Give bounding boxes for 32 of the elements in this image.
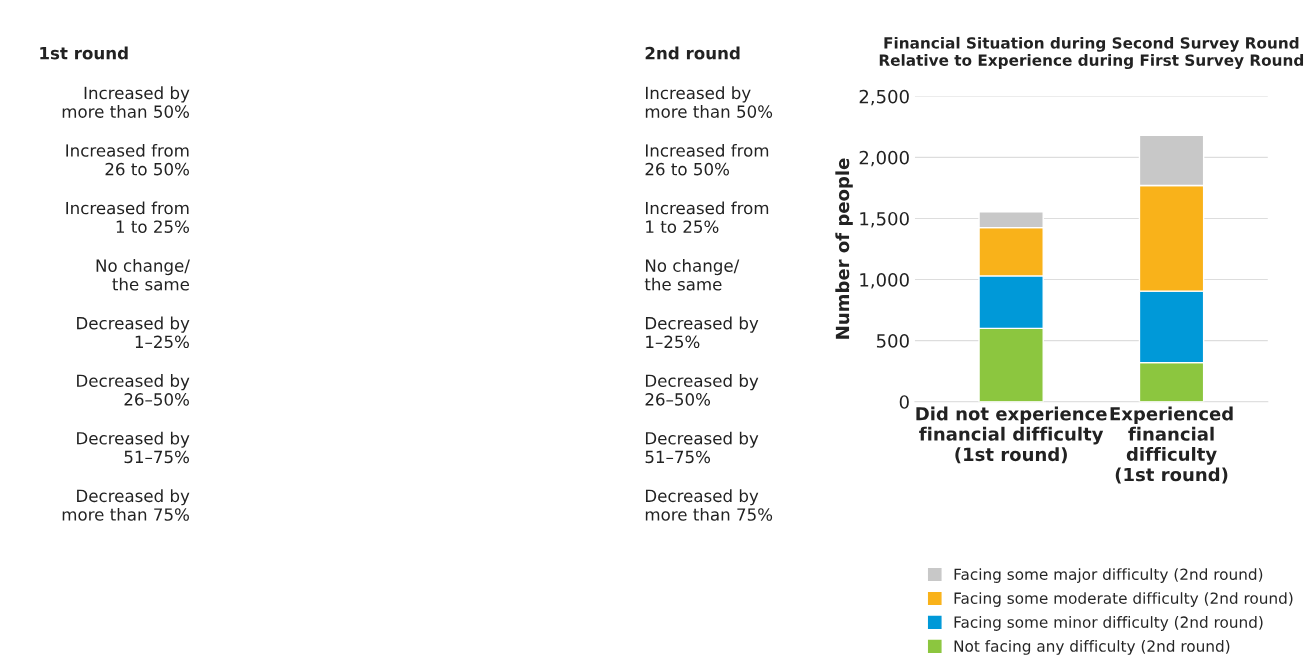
x-tick-label: Did not experience financial difficulty (1st round) <box>916 406 1107 464</box>
legend-label: Facing some major difficulty (2nd round) <box>954 568 1263 583</box>
chart-title: Financial Situation during Second Survey Round Relative to Experience during First Survey Round <box>879 36 1304 70</box>
text: No change/ the same <box>96 259 190 291</box>
text: Increased from 1 to 25% <box>645 201 769 233</box>
text: Decreased by 51–75% <box>645 431 759 464</box>
text: Decreased by 26–50% <box>77 374 190 406</box>
text: Decreased by more than 75% <box>62 489 190 521</box>
text: No change/ the same <box>644 259 740 291</box>
text: Increased from 1 to 25% <box>66 201 189 233</box>
legend-label: Facing some moderate difficulty (2nd round) <box>954 592 1293 607</box>
x-tick-label: Experienced financial difficulty (1st round) <box>1110 406 1233 484</box>
text: Decreased by 1–25% <box>77 316 190 349</box>
y-tick-label: 500 <box>876 334 909 348</box>
y-tick-label: 1,000 <box>860 273 909 289</box>
text: 2nd round <box>645 46 740 60</box>
text: Increased from 26 to 50% <box>645 143 769 176</box>
text: Decreased by more than 75% <box>645 489 773 521</box>
legend-label: Not facing any difficulty (2nd round) <box>954 640 1230 655</box>
y-tick-label: 2,500 <box>859 89 909 106</box>
text: Decreased by 51–75% <box>77 431 190 464</box>
text: Decreased by 26–50% <box>645 374 759 406</box>
text: Increased from 26 to 50% <box>66 143 189 176</box>
text: 1st round <box>40 46 128 60</box>
y-axis-title: Number of people <box>835 158 853 339</box>
text: Increased by more than 50% <box>645 86 773 118</box>
text: Decreased by 1–25% <box>645 316 759 349</box>
y-tick-label: 0 <box>899 395 909 409</box>
y-tick-label: 1,500 <box>860 211 909 228</box>
y-tick-label: 2,000 <box>859 150 909 167</box>
legend-label: Facing some minor difficulty (2nd round) <box>954 616 1263 631</box>
text: Increased by more than 50% <box>62 86 190 118</box>
